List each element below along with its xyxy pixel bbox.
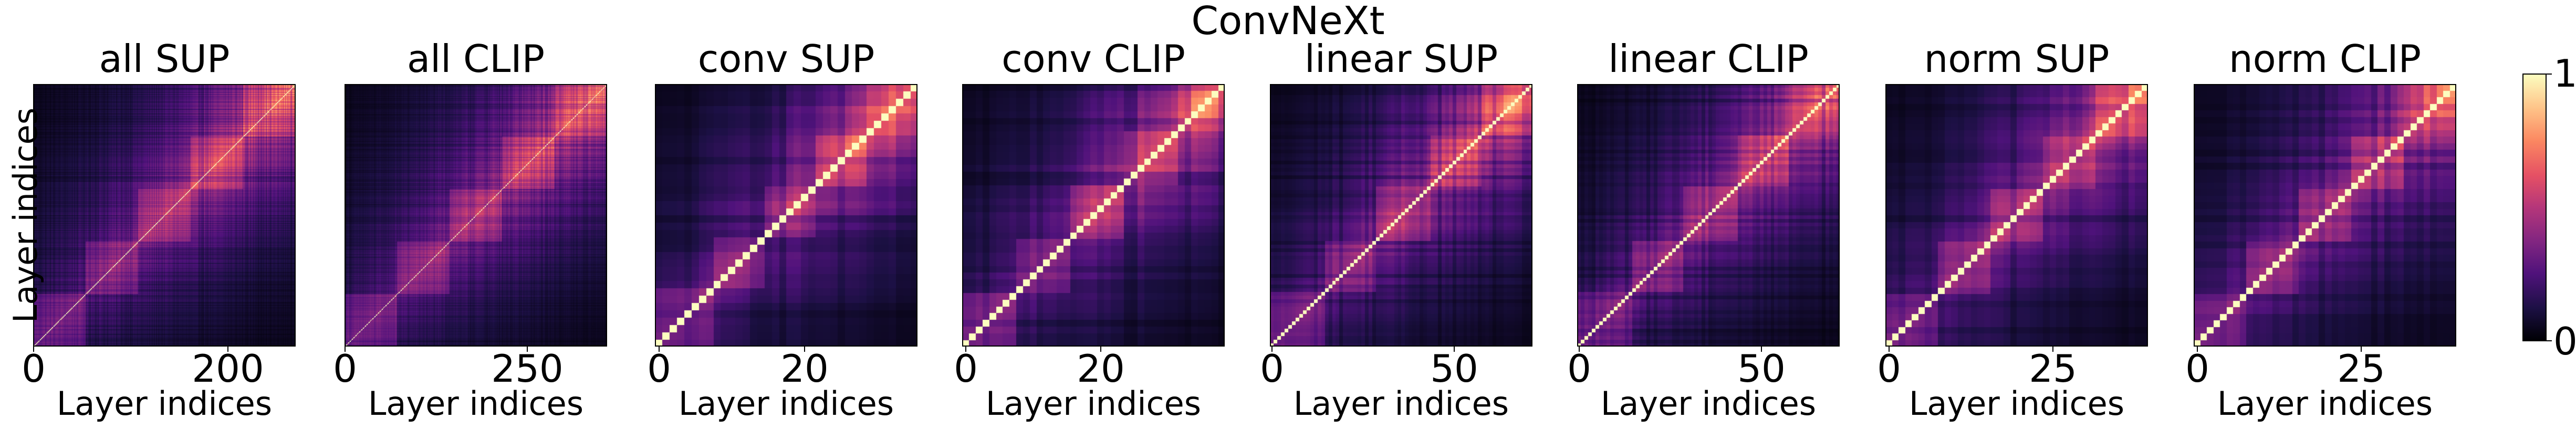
panel-title: conv CLIP [1002, 37, 1185, 81]
heatmap [1885, 84, 2148, 347]
heatmap [1577, 84, 1840, 347]
x-tick-label: 200 [192, 347, 264, 391]
panel-title: linear CLIP [1608, 37, 1809, 81]
x-tick-mark [659, 347, 660, 352]
x-axis-label: Layer indices [678, 384, 894, 423]
panel-title: conv SUP [697, 37, 875, 81]
panel-norm-sup: norm SUP 0 25 Layer indices [1877, 0, 2148, 429]
x-tick-mark [1579, 347, 1580, 352]
x-tick-label: 0 [22, 347, 46, 391]
panel-linear-sup: linear SUP 0 50 Layer indices [1260, 0, 1532, 429]
colorbar-tick-mark [2547, 74, 2552, 75]
x-axis-label: Layer indices [1293, 384, 1509, 423]
heatmap [2194, 84, 2456, 347]
x-axis-label: Layer indices [985, 384, 1202, 423]
x-axis-label: Layer indices [1600, 384, 1817, 423]
heatmap [962, 84, 1225, 347]
panel-all-sup: all SUP 0 200 Layer indices Layer indice… [6, 0, 296, 429]
panel-all-clip: all CLIP 0 250 Layer indices [333, 0, 607, 429]
panel-title: norm CLIP [2228, 37, 2422, 81]
x-tick-label: 25 [2337, 347, 2385, 391]
panel-title: linear SUP [1304, 37, 1498, 81]
x-tick-label: 0 [954, 347, 978, 391]
x-tick-mark [227, 347, 228, 352]
x-tick-mark [33, 347, 34, 352]
x-tick-mark [2197, 347, 2198, 352]
panel-linear-clip: linear CLIP 0 50 Layer indices [1567, 0, 1840, 429]
x-tick-mark [345, 347, 346, 352]
x-tick-mark [2052, 347, 2053, 352]
x-axis-label: Layer indices [368, 384, 584, 423]
x-tick-mark [1761, 347, 1762, 352]
x-tick-mark [965, 347, 966, 352]
x-tick-mark [1454, 347, 1455, 352]
x-tick-mark [1271, 347, 1273, 352]
x-tick-label: 0 [647, 347, 671, 391]
heatmap [345, 84, 607, 347]
panel-title: all CLIP [406, 37, 545, 81]
panel-conv-sup: conv SUP 0 20 Layer indices [647, 0, 917, 429]
x-tick-label: 0 [333, 347, 357, 391]
panel-title: norm SUP [1924, 37, 2110, 81]
x-tick-label: 50 [1430, 347, 1478, 391]
x-tick-label: 0 [2185, 347, 2209, 391]
heatmap [33, 84, 296, 347]
x-tick-label: 250 [491, 347, 564, 391]
colorbar-min-label: 0 [2553, 319, 2576, 363]
colorbar-tick-mark [2547, 340, 2552, 341]
x-tick-label: 0 [1877, 347, 1901, 391]
x-tick-mark [527, 347, 528, 352]
figure-title: ConvNeXt [1191, 0, 1385, 44]
x-tick-label: 25 [2029, 347, 2077, 391]
heatmap [655, 84, 917, 347]
x-tick-mark [1100, 347, 1101, 352]
panel-conv-clip: conv CLIP 0 20 Layer indices [954, 0, 1225, 429]
x-tick-label: 20 [780, 347, 829, 391]
panel-norm-clip: norm CLIP 0 25 Layer indices [2185, 0, 2456, 429]
x-tick-label: 50 [1737, 347, 1786, 391]
panel-title: all SUP [99, 37, 230, 81]
x-tick-label: 0 [1567, 347, 1591, 391]
x-tick-label: 0 [1260, 347, 1284, 391]
y-axis-label: Layer indices [6, 107, 45, 323]
x-axis-label: Layer indices [2217, 384, 2433, 423]
heatmap [1270, 84, 1532, 347]
x-tick-mark [1889, 347, 1890, 352]
x-tick-mark [2361, 347, 2362, 352]
x-axis-label: Layer indices [1908, 384, 2125, 423]
x-tick-mark [804, 347, 805, 352]
x-tick-label: 20 [1077, 347, 1125, 391]
colorbar-max-label: 1 [2553, 51, 2576, 96]
colorbar [2522, 74, 2547, 341]
x-axis-label: Layer indices [56, 384, 273, 423]
